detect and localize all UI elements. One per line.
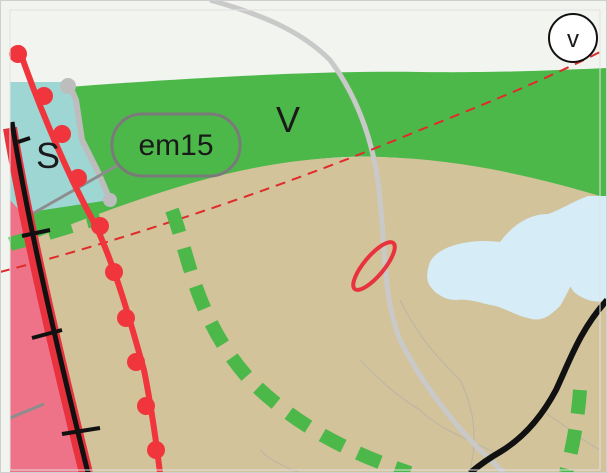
black-road — [468, 297, 607, 473]
zone-s-outline — [65, 80, 113, 202]
red-dots — [9, 45, 165, 459]
railway-black — [3, 121, 101, 473]
red-ellipse-marker[interactable] — [347, 237, 401, 296]
zone-v-label: V — [276, 99, 300, 140]
tan-area — [10, 156, 607, 473]
zone-s-label: S — [36, 135, 60, 176]
lake — [427, 196, 607, 320]
zone-s-vertex — [60, 78, 76, 94]
em15-label[interactable]: em15 — [110, 112, 242, 178]
grey-road — [209, 0, 506, 473]
map-inner-frame — [9, 9, 601, 471]
zone-v-circle-label: v — [548, 13, 598, 63]
em15-text: em15 — [138, 129, 213, 162]
red-dashed-boundary — [0, 51, 601, 273]
zone-s-vertex — [103, 193, 117, 207]
grey-spur-2 — [9, 402, 45, 420]
lake-east-shore — [565, 250, 607, 302]
zone-v-small-text: v — [567, 26, 579, 53]
